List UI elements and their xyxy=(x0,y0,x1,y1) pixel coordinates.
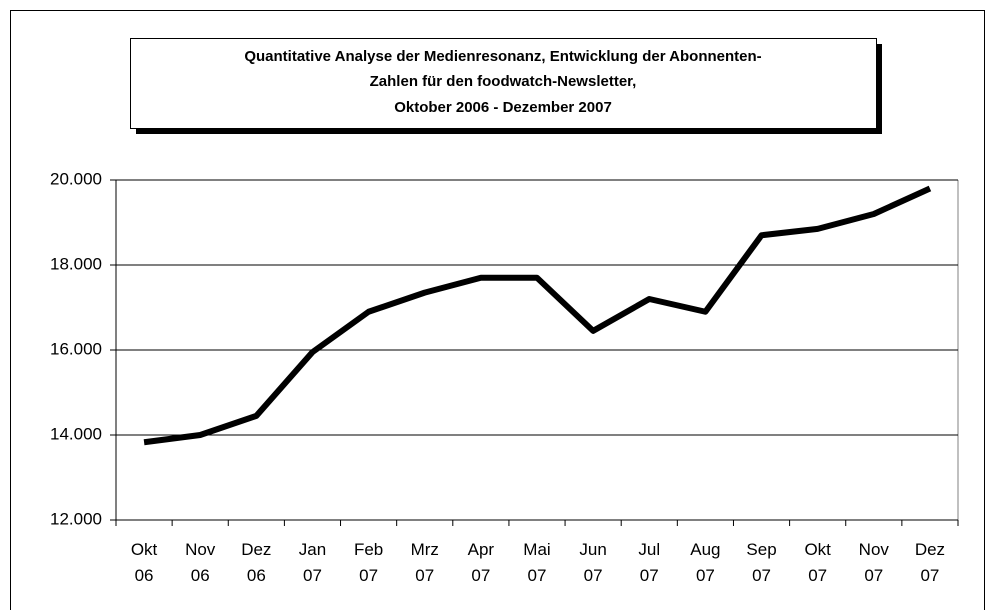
title-box xyxy=(130,38,877,129)
x-tick-label: Okt 07 xyxy=(804,540,831,585)
x-tick-label: Apr 07 xyxy=(468,540,495,585)
y-tick-label: 18.000 xyxy=(50,254,102,273)
x-tick-label: Okt 06 xyxy=(131,540,158,585)
x-tick-label: Dez 07 xyxy=(915,540,945,585)
x-tick-label: Aug 07 xyxy=(690,540,720,585)
chart-frame xyxy=(10,10,985,610)
chart-title: Zahlen für den foodwatch-Newsletter, xyxy=(370,73,637,90)
x-tick-label: Jul 07 xyxy=(638,540,660,585)
y-tick-label: 20.000 xyxy=(50,169,102,188)
y-tick-label: 16.000 xyxy=(50,339,102,358)
x-tick-label: Mrz 07 xyxy=(411,540,439,585)
x-tick-label: Mai 07 xyxy=(523,540,550,585)
data-line xyxy=(143,185,932,446)
x-tick-label: Sep 07 xyxy=(746,540,776,585)
x-tick-label: Nov 07 xyxy=(859,540,890,585)
x-tick-label: Jan 07 xyxy=(299,540,326,585)
x-tick-label: Dez 06 xyxy=(241,540,271,585)
chart-title: Quantitative Analyse der Medienresonanz,… xyxy=(244,48,761,65)
x-tick-label: Jun 07 xyxy=(579,540,606,585)
x-tick-label: Feb 07 xyxy=(354,540,383,585)
y-tick-label: 12.000 xyxy=(50,509,102,528)
y-tick-label: 14.000 xyxy=(50,424,102,443)
chart-title: Oktober 2006 - Dezember 2007 xyxy=(394,99,612,116)
x-tick-label: Nov 06 xyxy=(185,540,216,585)
